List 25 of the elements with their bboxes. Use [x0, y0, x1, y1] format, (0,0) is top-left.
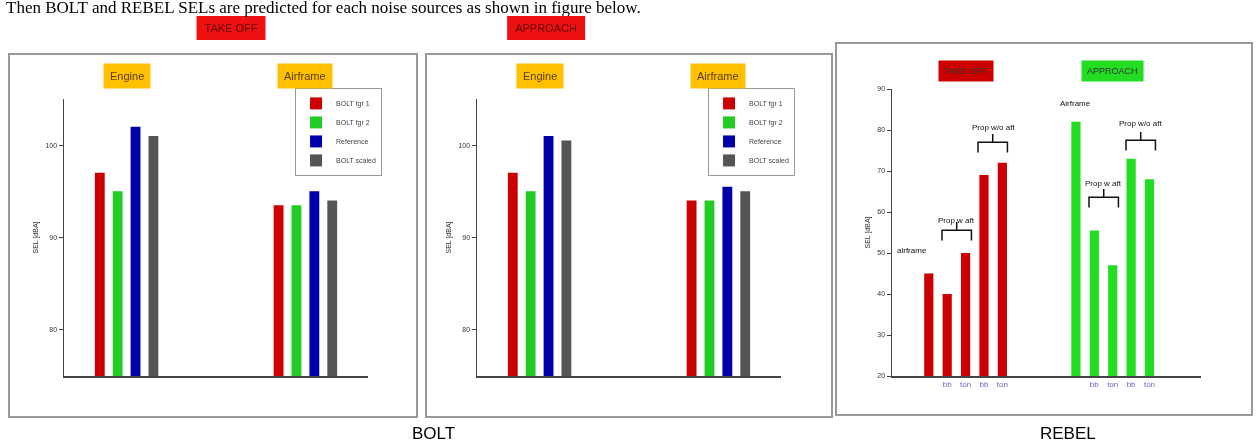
x-tick-label: bb	[942, 380, 953, 390]
x-tick-label: ton	[1107, 380, 1119, 390]
x-tick-label: Airframe	[284, 70, 326, 82]
text: Then BOLT and REBEL SELs are predicted for each noise sources as shown in figure below.	[6, 0, 641, 18]
text: TAKE OFF	[944, 66, 988, 76]
chart-title: APPROACH	[507, 16, 585, 40]
x-tick-label: bb	[979, 380, 989, 390]
annotation: Prop w aft	[938, 216, 975, 225]
annotation: Prop w/o aft	[972, 123, 1016, 132]
x-tick-label: ton	[996, 380, 1008, 390]
x-tick-label: Engine	[523, 70, 558, 82]
x-tick-label: ton	[960, 380, 972, 390]
x-tick-label: bb	[1089, 380, 1100, 390]
chart-title: TAKE OFF	[196, 16, 266, 40]
x-tick-label: Engine	[110, 70, 145, 82]
annotation: Prop w/o aft	[1119, 119, 1163, 128]
annotation: Prop w aft	[1085, 179, 1122, 188]
text: REBEL	[1040, 424, 1096, 444]
text: APPROACH	[1087, 66, 1138, 76]
text: BOLT	[412, 424, 456, 444]
annotation: airframe	[897, 246, 927, 255]
x-tick-label: ton	[1143, 380, 1156, 390]
x-tick-label: bb	[1126, 380, 1137, 390]
x-tick-label: Airframe	[697, 70, 739, 82]
annotation: Airframe	[1060, 99, 1091, 108]
